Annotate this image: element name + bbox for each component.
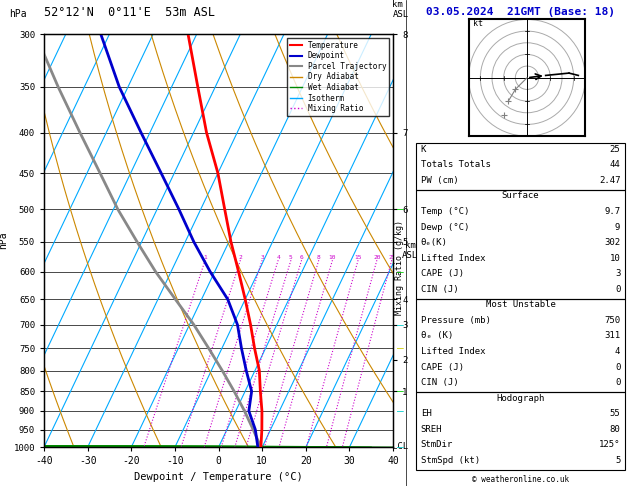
Text: 311: 311 bbox=[604, 331, 620, 341]
Text: StmDir: StmDir bbox=[421, 440, 453, 450]
Text: 2: 2 bbox=[238, 255, 242, 260]
Text: —: — bbox=[398, 386, 404, 397]
Text: 5: 5 bbox=[615, 456, 620, 465]
Text: 44: 44 bbox=[610, 160, 620, 170]
Text: θₑ(K): θₑ(K) bbox=[421, 238, 448, 247]
Text: 4: 4 bbox=[615, 347, 620, 356]
Text: 20: 20 bbox=[373, 255, 381, 260]
Text: CAPE (J): CAPE (J) bbox=[421, 363, 464, 372]
Text: 125°: 125° bbox=[599, 440, 620, 450]
Text: Temp (°C): Temp (°C) bbox=[421, 207, 469, 216]
Text: 6: 6 bbox=[299, 255, 303, 260]
Text: 750: 750 bbox=[604, 316, 620, 325]
Text: 15: 15 bbox=[354, 255, 362, 260]
Text: CAPE (J): CAPE (J) bbox=[421, 269, 464, 278]
Text: —: — bbox=[398, 204, 404, 214]
Text: Lifted Index: Lifted Index bbox=[421, 254, 485, 263]
Text: 302: 302 bbox=[604, 238, 620, 247]
Text: 4: 4 bbox=[276, 255, 280, 260]
Text: 55: 55 bbox=[610, 409, 620, 418]
Text: 1: 1 bbox=[203, 255, 207, 260]
Text: —: — bbox=[398, 406, 404, 416]
Text: 0: 0 bbox=[615, 363, 620, 372]
Y-axis label: hPa: hPa bbox=[0, 232, 8, 249]
Text: Hodograph: Hodograph bbox=[496, 394, 545, 403]
Text: Most Unstable: Most Unstable bbox=[486, 300, 555, 310]
Text: hPa: hPa bbox=[9, 9, 27, 19]
Text: 9: 9 bbox=[615, 223, 620, 232]
Text: 3: 3 bbox=[615, 269, 620, 278]
Bar bbox=[416, 143, 625, 190]
Text: 0: 0 bbox=[615, 378, 620, 387]
Text: LCL: LCL bbox=[392, 442, 409, 451]
Text: Pressure (mb): Pressure (mb) bbox=[421, 316, 491, 325]
Text: EH: EH bbox=[421, 409, 431, 418]
Text: CIN (J): CIN (J) bbox=[421, 378, 459, 387]
Text: —: — bbox=[398, 320, 404, 330]
Text: —: — bbox=[398, 344, 404, 353]
Text: 25: 25 bbox=[388, 255, 396, 260]
X-axis label: Dewpoint / Temperature (°C): Dewpoint / Temperature (°C) bbox=[134, 472, 303, 482]
Text: Mixing Ratio (g/kg): Mixing Ratio (g/kg) bbox=[395, 220, 404, 315]
Text: —: — bbox=[398, 267, 404, 277]
Text: 3: 3 bbox=[260, 255, 264, 260]
Text: —: — bbox=[398, 442, 404, 452]
Text: θₑ (K): θₑ (K) bbox=[421, 331, 453, 341]
Text: 03.05.2024  21GMT (Base: 18): 03.05.2024 21GMT (Base: 18) bbox=[426, 7, 615, 17]
Bar bbox=[416, 392, 625, 470]
Legend: Temperature, Dewpoint, Parcel Trajectory, Dry Adiabat, Wet Adiabat, Isotherm, Mi: Temperature, Dewpoint, Parcel Trajectory… bbox=[287, 38, 389, 116]
Text: 0: 0 bbox=[615, 285, 620, 294]
Text: 9.7: 9.7 bbox=[604, 207, 620, 216]
Text: 80: 80 bbox=[610, 425, 620, 434]
Text: 5: 5 bbox=[289, 255, 292, 260]
Text: 52°12'N  0°11'E  53m ASL: 52°12'N 0°11'E 53m ASL bbox=[44, 6, 215, 19]
Text: Totals Totals: Totals Totals bbox=[421, 160, 491, 170]
Text: 8: 8 bbox=[317, 255, 321, 260]
Text: 25: 25 bbox=[610, 145, 620, 154]
Text: CIN (J): CIN (J) bbox=[421, 285, 459, 294]
Bar bbox=[416, 190, 625, 299]
Bar bbox=[416, 299, 625, 392]
Y-axis label: km
ASL: km ASL bbox=[402, 241, 418, 260]
Text: Surface: Surface bbox=[502, 191, 539, 201]
Text: 10: 10 bbox=[329, 255, 336, 260]
Text: Lifted Index: Lifted Index bbox=[421, 347, 485, 356]
Text: Dewp (°C): Dewp (°C) bbox=[421, 223, 469, 232]
Text: PW (cm): PW (cm) bbox=[421, 176, 459, 185]
Text: km
ASL: km ASL bbox=[392, 0, 409, 19]
Text: 10: 10 bbox=[610, 254, 620, 263]
Text: © weatheronline.co.uk: © weatheronline.co.uk bbox=[472, 474, 569, 484]
Text: K: K bbox=[421, 145, 426, 154]
Text: SREH: SREH bbox=[421, 425, 442, 434]
Text: StmSpd (kt): StmSpd (kt) bbox=[421, 456, 480, 465]
Text: 2.47: 2.47 bbox=[599, 176, 620, 185]
